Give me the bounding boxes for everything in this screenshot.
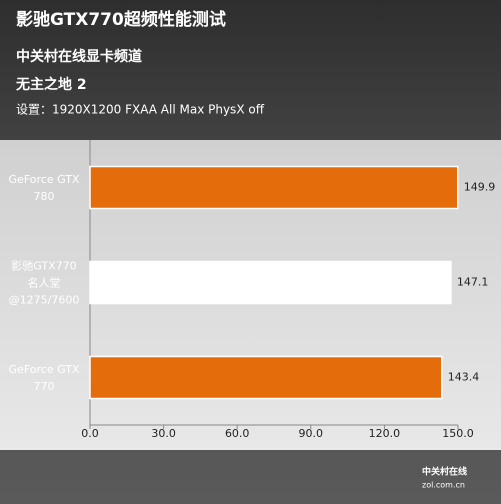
y-tick-label: 影驰GTX770 名人堂 @1275/7600 — [8, 259, 80, 306]
watermark: 中关村在线 — [422, 466, 467, 478]
chart-title: 影驰GTX770超频性能测试 — [16, 9, 226, 30]
value-label: 143.4 — [448, 371, 480, 384]
value-label: 147.1 — [457, 276, 489, 289]
settings: 设置：1920X1200 FXAA All Max PhysX off — [16, 103, 265, 117]
x-tick-label: 150.0 — [442, 427, 474, 440]
watermark: zol.com.cn — [422, 481, 465, 490]
bar — [89, 355, 443, 400]
bar — [89, 260, 452, 305]
x-tick-label: 30.0 — [151, 427, 176, 440]
x-tick-label: 60.0 — [225, 427, 250, 440]
x-tick-label: 0.0 — [81, 427, 99, 440]
value-label: 149.9 — [464, 181, 496, 194]
y-tick-label: GeForce GTX 770 — [8, 362, 80, 393]
bar — [89, 165, 459, 210]
subtitle: 中关村在线显卡频道 — [16, 48, 142, 65]
game: 无主之地 2 — [15, 76, 87, 93]
x-tick-label: 90.0 — [299, 427, 324, 440]
x-tick-label: 120.0 — [369, 427, 401, 440]
y-tick-label: GeForce GTX 780 — [8, 172, 80, 203]
